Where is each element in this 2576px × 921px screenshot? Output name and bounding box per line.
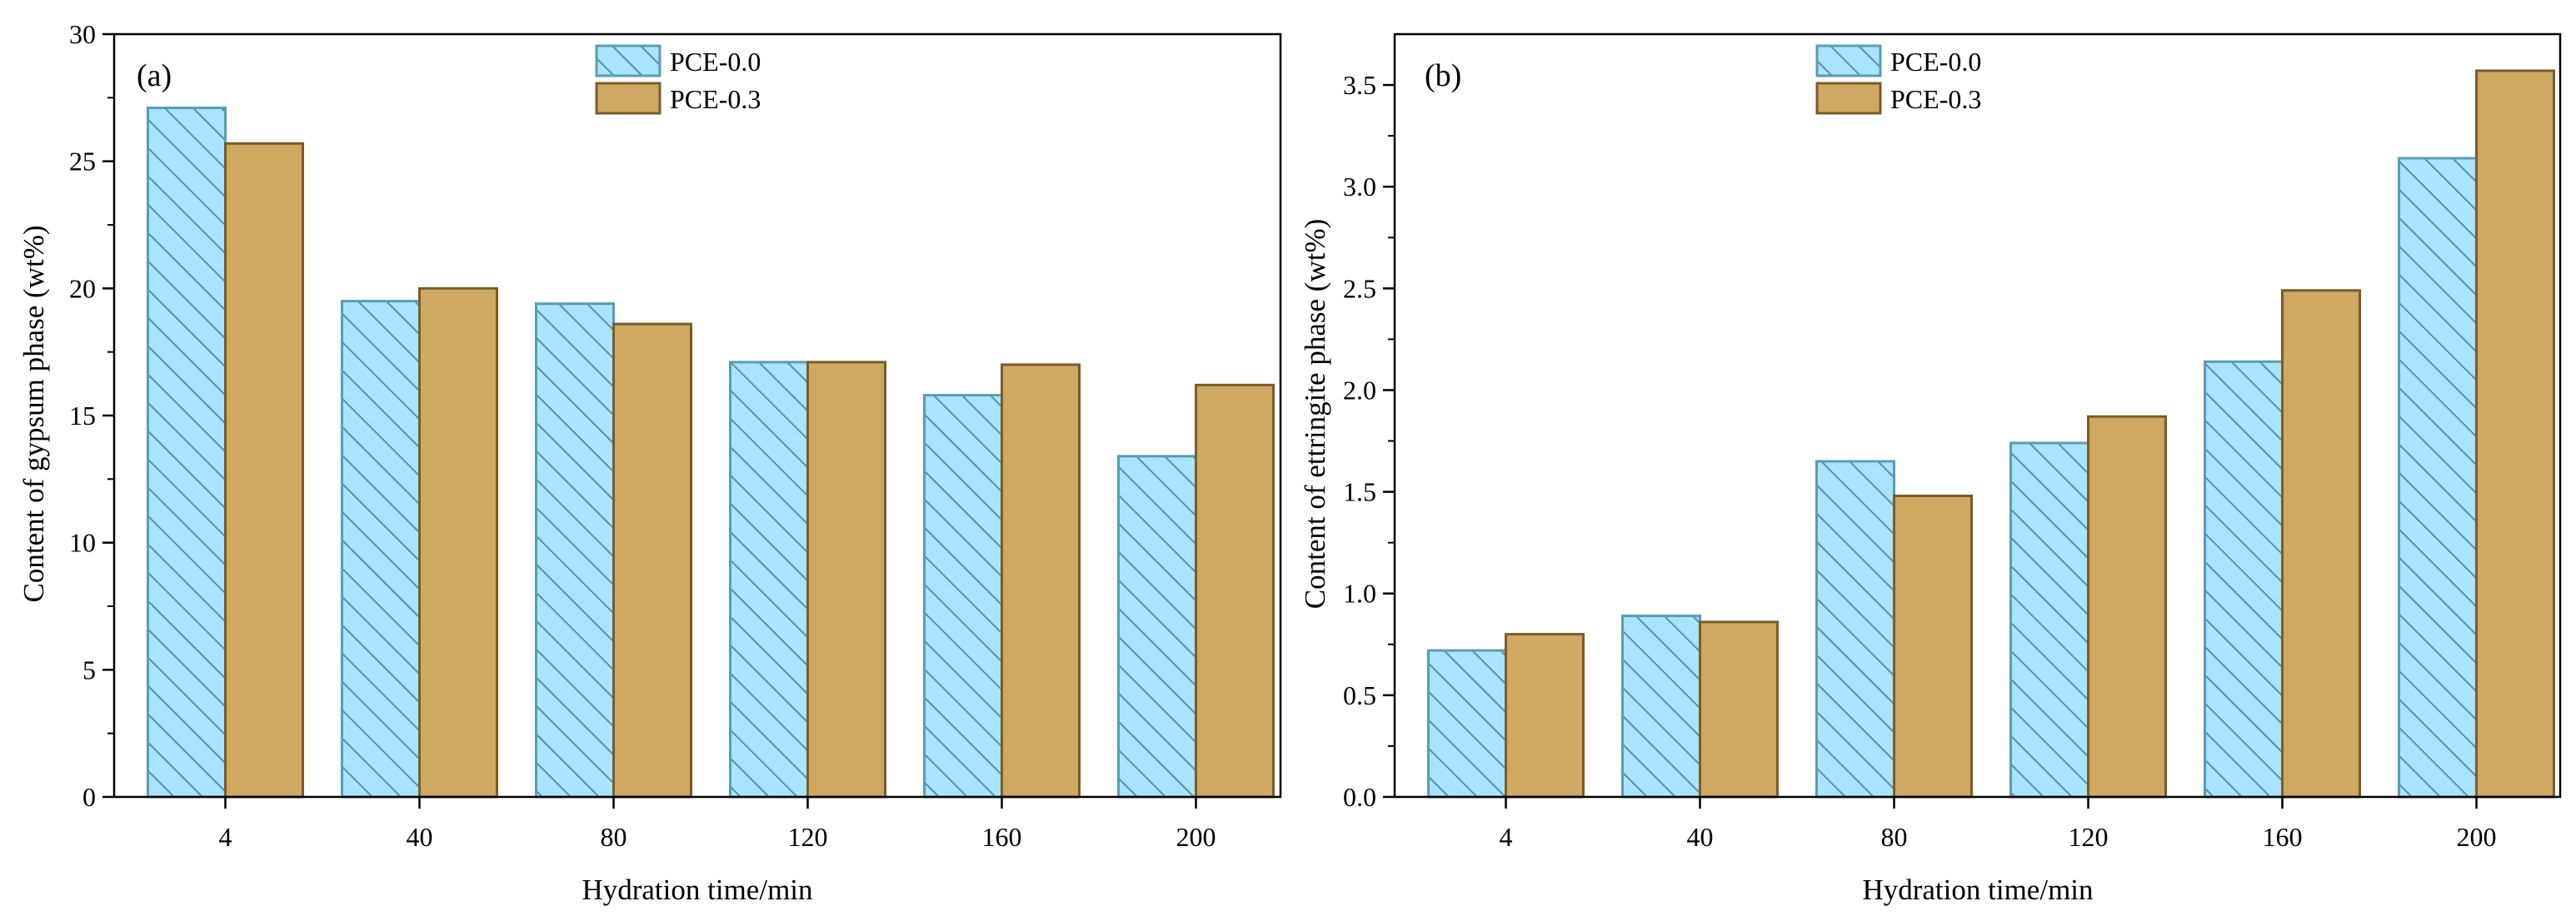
bar-a-s0-1 bbox=[341, 300, 421, 799]
legend-swatch-b-1 bbox=[1815, 82, 1882, 115]
bar-a-s1-3 bbox=[806, 361, 886, 799]
bar-b-s0-4 bbox=[2204, 360, 2284, 799]
bar-a-s1-0 bbox=[224, 142, 304, 799]
legend-label-a-1: PCE-0.3 bbox=[670, 84, 761, 114]
x-tick-label-a-1: 40 bbox=[407, 822, 433, 852]
y-tick-label-b-1: 0.5 bbox=[1343, 680, 1376, 710]
panel-label-a: (a) bbox=[137, 58, 172, 93]
y-tick-label-b-5: 2.5 bbox=[1343, 273, 1376, 303]
bar-b-s1-4 bbox=[2281, 289, 2361, 799]
bar-a-s1-5 bbox=[1195, 383, 1275, 799]
bar-a-s0-4 bbox=[923, 394, 1003, 799]
x-tick-label-a-0: 4 bbox=[219, 822, 232, 852]
y-tick-label-b-2: 1.0 bbox=[1343, 579, 1376, 609]
y-tick-label-b-0: 0.0 bbox=[1343, 782, 1376, 812]
bar-a-s1-1 bbox=[418, 286, 498, 799]
bar-a-s1-2 bbox=[612, 322, 692, 799]
bar-b-s0-3 bbox=[2009, 441, 2089, 799]
bar-b-s1-1 bbox=[1699, 620, 1779, 799]
legend-swatch-b-0 bbox=[1815, 44, 1882, 77]
x-axis-label-b: Hydration time/min bbox=[1862, 874, 2093, 906]
y-tick-label-b-7: 3.5 bbox=[1343, 70, 1376, 100]
x-tick-label-a-3: 120 bbox=[788, 822, 828, 852]
legend-label-b-1: PCE-0.3 bbox=[1890, 84, 1981, 114]
bar-b-s0-2 bbox=[1815, 460, 1895, 799]
plot-frame-b bbox=[1393, 32, 2562, 799]
chart-panel-a: (a) 4 40 80 120 160 200 0 5 10 15 20 25 30 PCE-0.0 PCE… bbox=[17, 19, 1282, 906]
x-axis-label-a: Hydration time/min bbox=[582, 874, 812, 906]
x-tick-label-b-2: 80 bbox=[1881, 822, 1908, 852]
bar-b-s1-5 bbox=[2475, 69, 2555, 799]
x-tick-label-a-4: 160 bbox=[982, 822, 1022, 852]
bar-b-s0-5 bbox=[2398, 157, 2478, 799]
y-axis-label-b: Content of ettringite phase (wt%) bbox=[1299, 219, 1331, 609]
legend-swatch-a-0 bbox=[595, 44, 661, 77]
bar-b-s1-0 bbox=[1505, 633, 1585, 799]
bar-b-s0-0 bbox=[1427, 649, 1507, 799]
y-tick-label-b-4: 2.0 bbox=[1343, 375, 1376, 405]
x-tick-label-b-0: 4 bbox=[1500, 822, 1513, 852]
x-tick-label-a-2: 80 bbox=[601, 822, 627, 852]
bar-a-s1-4 bbox=[1001, 363, 1081, 799]
bar-a-s0-5 bbox=[1117, 455, 1197, 799]
legend-label-a-0: PCE-0.0 bbox=[670, 47, 761, 77]
panel-a-marks: 4 40 80 120 160 200 0 5 10 15 20 25 30 PCE-0.0 PCE-0.3 bbox=[69, 19, 1282, 852]
x-tick-label-b-3: 120 bbox=[2069, 822, 2109, 852]
legend-label-b-0: PCE-0.0 bbox=[1890, 47, 1981, 77]
bar-a-s0-2 bbox=[535, 302, 615, 799]
y-tick-label-a-2: 10 bbox=[69, 528, 96, 558]
x-tick-label-b-5: 200 bbox=[2457, 822, 2497, 852]
y-tick-label-b-6: 3.0 bbox=[1343, 172, 1376, 202]
legend-swatch-a-1 bbox=[595, 82, 661, 115]
x-tick-label-a-5: 200 bbox=[1176, 822, 1216, 852]
y-tick-label-a-3: 15 bbox=[69, 401, 96, 431]
y-tick-label-b-3: 1.5 bbox=[1343, 477, 1376, 507]
bar-a-s0-3 bbox=[729, 361, 809, 799]
panel-label-b: (b) bbox=[1425, 58, 1461, 93]
y-tick-label-a-0: 0 bbox=[82, 782, 96, 812]
bar-b-s1-3 bbox=[2087, 415, 2167, 799]
chart-panel-b: (b) 4 40 80 120 160 200 0.0 0.5 1.0 1.5 2.0 2.5 3.0 3… bbox=[1299, 32, 2562, 906]
y-tick-label-a-5: 25 bbox=[69, 147, 96, 177]
bar-b-s0-1 bbox=[1621, 615, 1701, 799]
y-tick-label-a-6: 30 bbox=[69, 19, 96, 49]
bar-a-s0-0 bbox=[147, 107, 227, 799]
bar-b-s1-2 bbox=[1893, 494, 1973, 799]
x-tick-label-b-4: 160 bbox=[2263, 822, 2303, 852]
x-tick-label-b-1: 40 bbox=[1687, 822, 1714, 852]
y-tick-label-a-1: 5 bbox=[82, 655, 96, 685]
y-tick-label-a-4: 20 bbox=[69, 273, 96, 303]
panel-b-marks: 4 40 80 120 160 200 0.0 0.5 1.0 1.5 2.0 2.5 3.0 3.5 PC… bbox=[1343, 32, 2562, 852]
y-axis-label-a: Content of gypsum phase (wt%) bbox=[17, 226, 50, 603]
